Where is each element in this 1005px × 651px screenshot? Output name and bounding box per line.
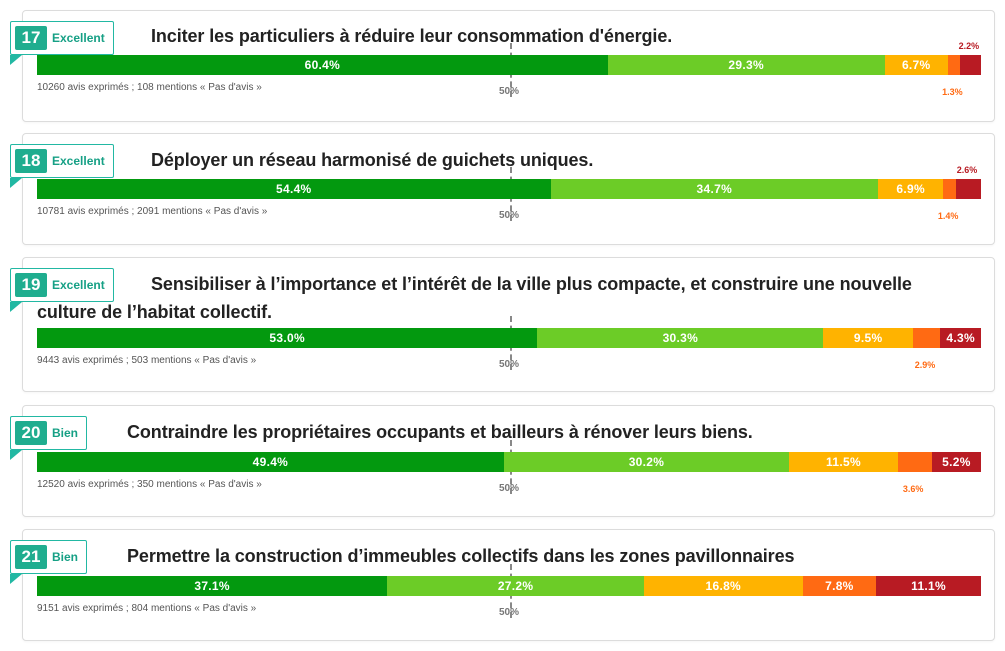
rank-number: 18	[15, 149, 47, 173]
proposal-title: Inciter les particuliers à réduire leur …	[151, 26, 673, 46]
bar-segment-excellent: 60.4%	[37, 55, 608, 75]
bar-segment-excellent: 53.0%	[37, 328, 538, 348]
rank-badge: 19 Excellent	[10, 268, 114, 302]
proposal-title: Déployer un réseau harmonisé de guichets…	[151, 150, 594, 170]
stacked-bar: 49.4% 30.2% 11.5% 5.2%	[37, 452, 981, 472]
stacked-bar: 53.0% 30.3% 9.5% 4.3%	[37, 328, 981, 348]
bar-segment-passable	[897, 452, 932, 472]
vote-stats: 9151 avis exprimés ; 804 mentions « Pas …	[37, 603, 257, 614]
bar-segment-tres-bien: 27.2%	[387, 576, 644, 596]
bar-segment-excellent: 54.4%	[37, 179, 551, 199]
bar-segment-tres-bien: 34.7%	[550, 179, 879, 199]
stacked-bar: 37.1% 27.2% 16.8% 7.8% 11.1%	[37, 576, 981, 596]
fifty-percent-label: 50%	[499, 210, 520, 221]
fifty-percent-label: 50%	[499, 607, 520, 618]
bar-segment-insuffisant: 5.2%	[931, 452, 981, 472]
proposal-title: Sensibiliser à l’importance et l’intérêt…	[37, 274, 912, 322]
bar-segment-excellent: 37.1%	[37, 576, 388, 596]
fifty-percent-label: 50%	[499, 86, 520, 97]
bar-segment-label-passable: 3.6%	[902, 484, 924, 494]
proposal-title: Contraindre les propriétaires occupants …	[127, 422, 753, 442]
bar-segment-label-insuffisant: 2.6%	[956, 165, 978, 175]
proposal-card: 21 Bien Permettre la construction d’immeub…	[10, 529, 995, 641]
proposal-card: 17 Excellent Inciter les particuliers à ré…	[10, 10, 995, 122]
bar-segment-label-passable: 1.4%	[937, 211, 959, 221]
bar-segment-passable: 7.8%	[802, 576, 877, 596]
bar-segment-assez-bien: 6.9%	[878, 179, 944, 199]
proposal-card: 20 Bien Contraindre les propriétaires occu…	[10, 405, 995, 517]
bar-segment-excellent: 49.4%	[37, 452, 504, 472]
rank-badge: 17 Excellent	[10, 21, 114, 55]
vote-stats: 10781 avis exprimés ; 2091 mentions « Pa…	[37, 206, 268, 217]
stacked-bar: 54.4% 34.7% 6.9%	[37, 179, 981, 199]
bar-segment-tres-bien: 29.3%	[607, 55, 885, 75]
rating-label: Excellent	[52, 278, 105, 292]
rating-label: Excellent	[52, 154, 105, 168]
stacked-bar: 60.4% 29.3% 6.7%	[37, 55, 981, 75]
fifty-percent-label: 50%	[499, 483, 520, 494]
bar-segment-insuffisant	[960, 55, 981, 75]
rank-number: 19	[15, 273, 47, 297]
bar-segment-label-passable: 2.9%	[914, 360, 936, 370]
proposal-card: 18 Excellent Déployer un réseau harmonisé …	[10, 133, 995, 245]
bar-segment-assez-bien: 9.5%	[823, 328, 914, 348]
bar-segment-assez-bien: 16.8%	[643, 576, 803, 596]
rank-number: 21	[15, 545, 47, 569]
rank-badge: 18 Excellent	[10, 144, 114, 178]
rating-label: Bien	[52, 426, 79, 440]
bar-segment-passable	[913, 328, 941, 348]
proposal-title: Permettre la construction d’immeubles co…	[127, 546, 795, 566]
bar-segment-passable	[947, 55, 961, 75]
rating-label: Bien	[52, 550, 79, 564]
proposal-card: 19 Excellent Sensibiliser à l’importance e…	[10, 257, 995, 392]
rank-number: 20	[15, 421, 47, 445]
bar-segment-assez-bien: 6.7%	[884, 55, 948, 75]
vote-stats: 12520 avis exprimés ; 350 mentions « Pas…	[37, 479, 262, 490]
bar-segment-tres-bien: 30.3%	[537, 328, 824, 348]
bar-segment-insuffisant: 11.1%	[876, 576, 981, 596]
rank-badge: 20 Bien	[10, 416, 88, 450]
bar-segment-assez-bien: 11.5%	[789, 452, 898, 472]
bar-segment-tres-bien: 30.2%	[503, 452, 790, 472]
vote-stats: 9443 avis exprimés ; 503 mentions « Pas …	[37, 355, 257, 366]
rank-badge: 21 Bien	[10, 540, 88, 574]
bar-segment-passable	[943, 179, 957, 199]
rank-number: 17	[15, 26, 47, 50]
bar-segment-label-insuffisant: 2.2%	[958, 41, 980, 51]
fifty-percent-label: 50%	[499, 359, 520, 370]
bar-segment-insuffisant	[956, 179, 981, 199]
rating-label: Excellent	[52, 31, 105, 45]
bar-segment-insuffisant: 4.3%	[940, 328, 981, 348]
bar-segment-label-passable: 1.3%	[942, 87, 963, 97]
vote-stats: 10260 avis exprimés ; 108 mentions « Pas…	[37, 82, 262, 93]
